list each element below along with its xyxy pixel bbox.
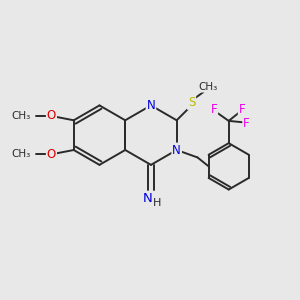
Text: N: N <box>142 192 152 205</box>
Text: CH₃: CH₃ <box>11 111 31 121</box>
Text: N: N <box>147 99 155 112</box>
Text: O: O <box>47 148 56 161</box>
Text: CH₃: CH₃ <box>198 82 218 92</box>
Text: S: S <box>188 96 195 109</box>
Text: N: N <box>172 143 181 157</box>
Text: F: F <box>239 103 245 116</box>
Text: CH₃: CH₃ <box>11 149 31 160</box>
Text: F: F <box>243 117 250 130</box>
Text: F: F <box>211 103 217 116</box>
Text: O: O <box>47 109 56 122</box>
Text: H: H <box>153 199 162 208</box>
